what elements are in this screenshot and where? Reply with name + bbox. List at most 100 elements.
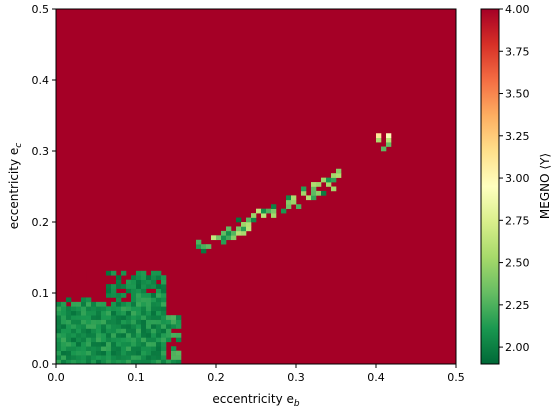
heatmap-cell bbox=[101, 346, 107, 351]
heatmap-cell bbox=[121, 332, 127, 338]
x-tick-label: 0.5 bbox=[447, 371, 465, 384]
colorbar-gradient bbox=[480, 8, 500, 365]
heatmap-cell bbox=[91, 355, 97, 360]
heatmap-cell bbox=[106, 346, 112, 351]
heatmap-cell bbox=[146, 341, 152, 347]
heatmap-cell bbox=[166, 324, 172, 329]
colorbar: 2.00 2.25 2.50 2.75 3.00 3.25 3.50 3.75 4.00 MEG… bbox=[480, 3, 552, 365]
heatmap-cell bbox=[141, 324, 147, 329]
heatmap-cell bbox=[81, 315, 87, 320]
heatmap-cell bbox=[136, 279, 142, 285]
x-axis: 0.0 0.1 0.2 0.3 0.4 0.5 bbox=[47, 364, 465, 384]
heatmap-cell bbox=[176, 315, 182, 320]
heatmap-cell bbox=[331, 186, 337, 192]
heatmap-cell bbox=[126, 332, 132, 338]
heatmap-cell bbox=[131, 355, 137, 360]
heatmap-cell bbox=[196, 244, 202, 249]
heatmap-cell bbox=[126, 355, 132, 360]
heatmap-cell bbox=[61, 341, 67, 347]
heatmap-cell bbox=[126, 324, 132, 329]
colorbar-tick-label: 3.75 bbox=[505, 45, 530, 58]
heatmap-cell bbox=[56, 315, 62, 320]
heatmap-cell bbox=[61, 319, 67, 325]
heatmap-cell bbox=[76, 310, 82, 316]
heatmap-cell bbox=[116, 297, 122, 303]
heatmap-cell bbox=[116, 337, 122, 343]
heatmap-cell bbox=[141, 332, 147, 338]
y-tick-label: 0.2 bbox=[32, 216, 50, 229]
heatmap-cell bbox=[116, 324, 122, 329]
heatmap-cell bbox=[56, 350, 62, 356]
colorbar-tick-label: 3.25 bbox=[505, 130, 530, 143]
heatmap-cell bbox=[126, 315, 132, 320]
heatmap-cell bbox=[111, 293, 117, 298]
heatmap-cell bbox=[226, 226, 232, 232]
heatmap-cell bbox=[151, 359, 157, 365]
heatmap-cell bbox=[106, 328, 112, 334]
heatmap-cell bbox=[101, 306, 107, 312]
heatmap-cell bbox=[66, 306, 72, 312]
heatmap-cell bbox=[96, 359, 102, 365]
heatmap-cell bbox=[141, 346, 147, 351]
heatmap-cell bbox=[61, 310, 67, 316]
heatmap-cell bbox=[111, 270, 117, 276]
heatmap-cell bbox=[306, 195, 312, 201]
heatmap-cell bbox=[151, 346, 157, 351]
heatmap-cell bbox=[111, 341, 117, 347]
heatmap-cell bbox=[376, 133, 382, 138]
heatmap-cell bbox=[141, 328, 147, 334]
heatmap-cell bbox=[81, 306, 87, 312]
heatmap-cell bbox=[91, 319, 97, 325]
colorbar-tick-label: 2.75 bbox=[505, 214, 530, 227]
heatmap-cell bbox=[146, 328, 152, 334]
heatmap-cell bbox=[66, 332, 72, 338]
heatmap-cell bbox=[201, 248, 207, 254]
heatmap-cell bbox=[151, 332, 157, 338]
heatmap-cell bbox=[151, 324, 157, 329]
heatmap-cell bbox=[66, 310, 72, 316]
heatmap-cell bbox=[96, 315, 102, 320]
heatmap-cell bbox=[156, 324, 162, 329]
heatmap-cell bbox=[151, 284, 157, 289]
heatmap-cell bbox=[156, 275, 162, 280]
heatmap-cell bbox=[166, 315, 172, 320]
heatmap-cell bbox=[71, 350, 77, 356]
heatmap-cell bbox=[151, 310, 157, 316]
heatmap-cell bbox=[71, 346, 77, 351]
y-tick-label: 0.4 bbox=[32, 74, 50, 87]
heatmap-cell bbox=[121, 324, 127, 329]
heatmap-cell bbox=[56, 319, 62, 325]
heatmap-cell bbox=[161, 319, 167, 325]
heatmap-cell bbox=[161, 332, 167, 338]
heatmap-cell bbox=[131, 341, 137, 347]
y-tick-label: 0.0 bbox=[32, 358, 50, 371]
heatmap-cell bbox=[126, 328, 132, 334]
heatmap-cell bbox=[91, 315, 97, 320]
heatmap-cell bbox=[61, 324, 67, 329]
heatmap-cell bbox=[56, 310, 62, 316]
heatmap-cell bbox=[331, 173, 337, 178]
heatmap-cell bbox=[246, 222, 252, 227]
heatmap-cell bbox=[101, 332, 107, 338]
heatmap-cell bbox=[126, 359, 132, 365]
heatmap-cell bbox=[71, 332, 77, 338]
heatmap-cell bbox=[161, 337, 167, 343]
heatmap-cell bbox=[61, 306, 67, 312]
heatmap-cell bbox=[76, 319, 82, 325]
heatmap-cell bbox=[136, 359, 142, 365]
heatmap-cell bbox=[71, 301, 77, 307]
heatmap-cell bbox=[66, 297, 72, 303]
heatmap-cell bbox=[91, 359, 97, 365]
heatmap-cell bbox=[176, 355, 182, 360]
colorbar-tick-label: 3.00 bbox=[505, 172, 530, 185]
y-tick-label: 0.1 bbox=[32, 287, 50, 300]
heatmap-cell bbox=[161, 275, 167, 280]
heatmap-cell bbox=[146, 306, 152, 312]
heatmap-cell bbox=[121, 270, 127, 276]
heatmap-cell bbox=[76, 306, 82, 312]
heatmap-cell bbox=[171, 324, 177, 329]
heatmap-cell bbox=[141, 355, 147, 360]
heatmap-cell bbox=[106, 293, 112, 298]
heatmap-cell bbox=[116, 275, 122, 280]
heatmap-cell bbox=[71, 324, 77, 329]
